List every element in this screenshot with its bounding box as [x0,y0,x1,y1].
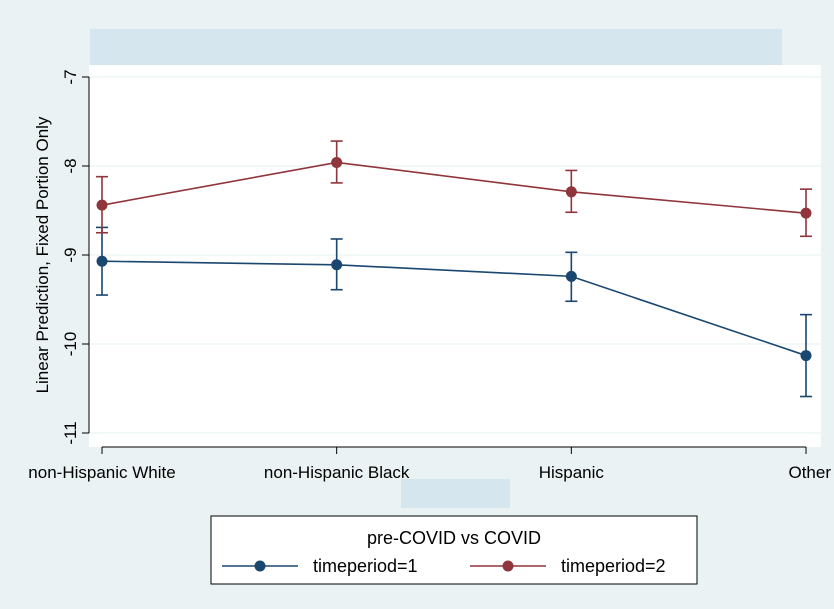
y-tick-label: -11 [61,421,80,444]
plot-area [89,65,821,447]
series-line [101,161,807,214]
series-line [101,260,807,357]
data-point [565,186,577,198]
legend-title: pre-COVID vs COVID [367,528,541,548]
data-point [565,270,577,282]
x-tick-label: Other [788,463,831,482]
x-tick-label: non-Hispanic Black [264,463,410,482]
legend-box [210,515,698,585]
x-tick-label: Hispanic [539,463,605,482]
data-point [800,207,812,219]
gridlines [89,76,821,434]
y-tick-label: -7 [61,69,80,84]
y-tick-label: -8 [61,158,80,173]
y-axis-label: Linear Prediction, Fixed Portion Only [33,116,52,393]
data-point [800,350,812,362]
data-point [96,199,108,211]
legend-marker [502,560,514,572]
legend: pre-COVID vs COVID timeperiod=1 timeperio… [210,515,698,585]
x-axis-ticks: non-Hispanic White non-Hispanic Black Hisp… [28,447,831,482]
x-tick-label: non-Hispanic White [28,463,175,482]
legend-items: timeperiod=1 timeperiod=2 [222,556,666,576]
data-point [331,156,343,168]
legend-marker [254,560,266,572]
data-point [96,255,108,267]
y-tick-label: -9 [61,247,80,262]
title-band [90,29,782,65]
x-axis-title-band [401,479,510,508]
y-tick-label: -10 [61,332,80,357]
legend-label: timeperiod=2 [561,556,666,576]
series-layer [96,140,812,398]
y-axis-ticks: -11 -10 -9 -8 -7 [61,69,89,445]
data-point [331,259,343,271]
legend-label: timeperiod=1 [313,556,418,576]
